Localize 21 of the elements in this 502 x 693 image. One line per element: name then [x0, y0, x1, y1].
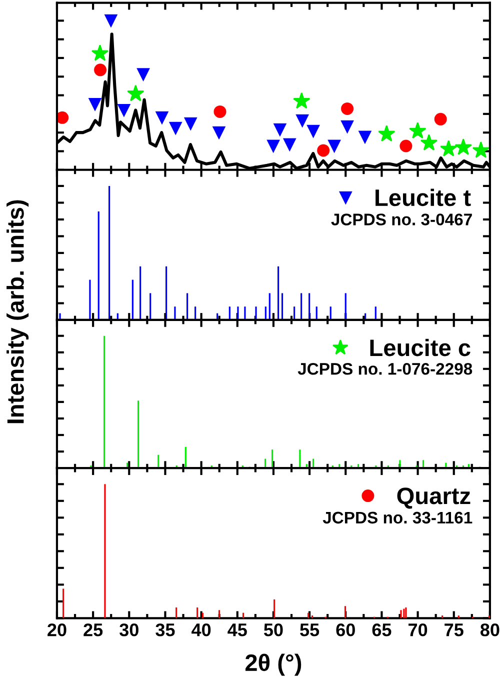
x-axis-title: 2θ (°)	[245, 654, 302, 676]
x-tick-label: 40	[192, 623, 211, 636]
annotation: JCPDS no. 1-076-2298	[298, 362, 472, 375]
x-tick-label: 75	[444, 624, 464, 636]
x-tick-label: 70	[408, 623, 428, 636]
legend-label: Leucite t	[376, 188, 471, 206]
y-axis-title: Intensity (arb. units)	[6, 200, 29, 424]
x-tick-label: 50	[264, 623, 283, 636]
x-tick-label: 35	[156, 623, 175, 636]
x-tick-label: 65	[372, 623, 392, 636]
x-tick-label: 25	[84, 623, 103, 636]
annotation: JCPDS no. 3-0467	[331, 214, 472, 226]
x-tick-label: 60	[336, 623, 355, 636]
x-tick-label: 55	[300, 624, 320, 636]
legend-label: Leucite c	[370, 338, 470, 356]
x-tick-label: 20	[48, 623, 66, 636]
x-tick-label: 80	[480, 623, 500, 636]
annotation: JCPDS no. 33-1161	[322, 512, 472, 524]
x-tick-label: 45	[228, 624, 247, 636]
x-tick-label: 30	[120, 623, 138, 636]
legend-label: Quartz	[397, 488, 470, 509]
